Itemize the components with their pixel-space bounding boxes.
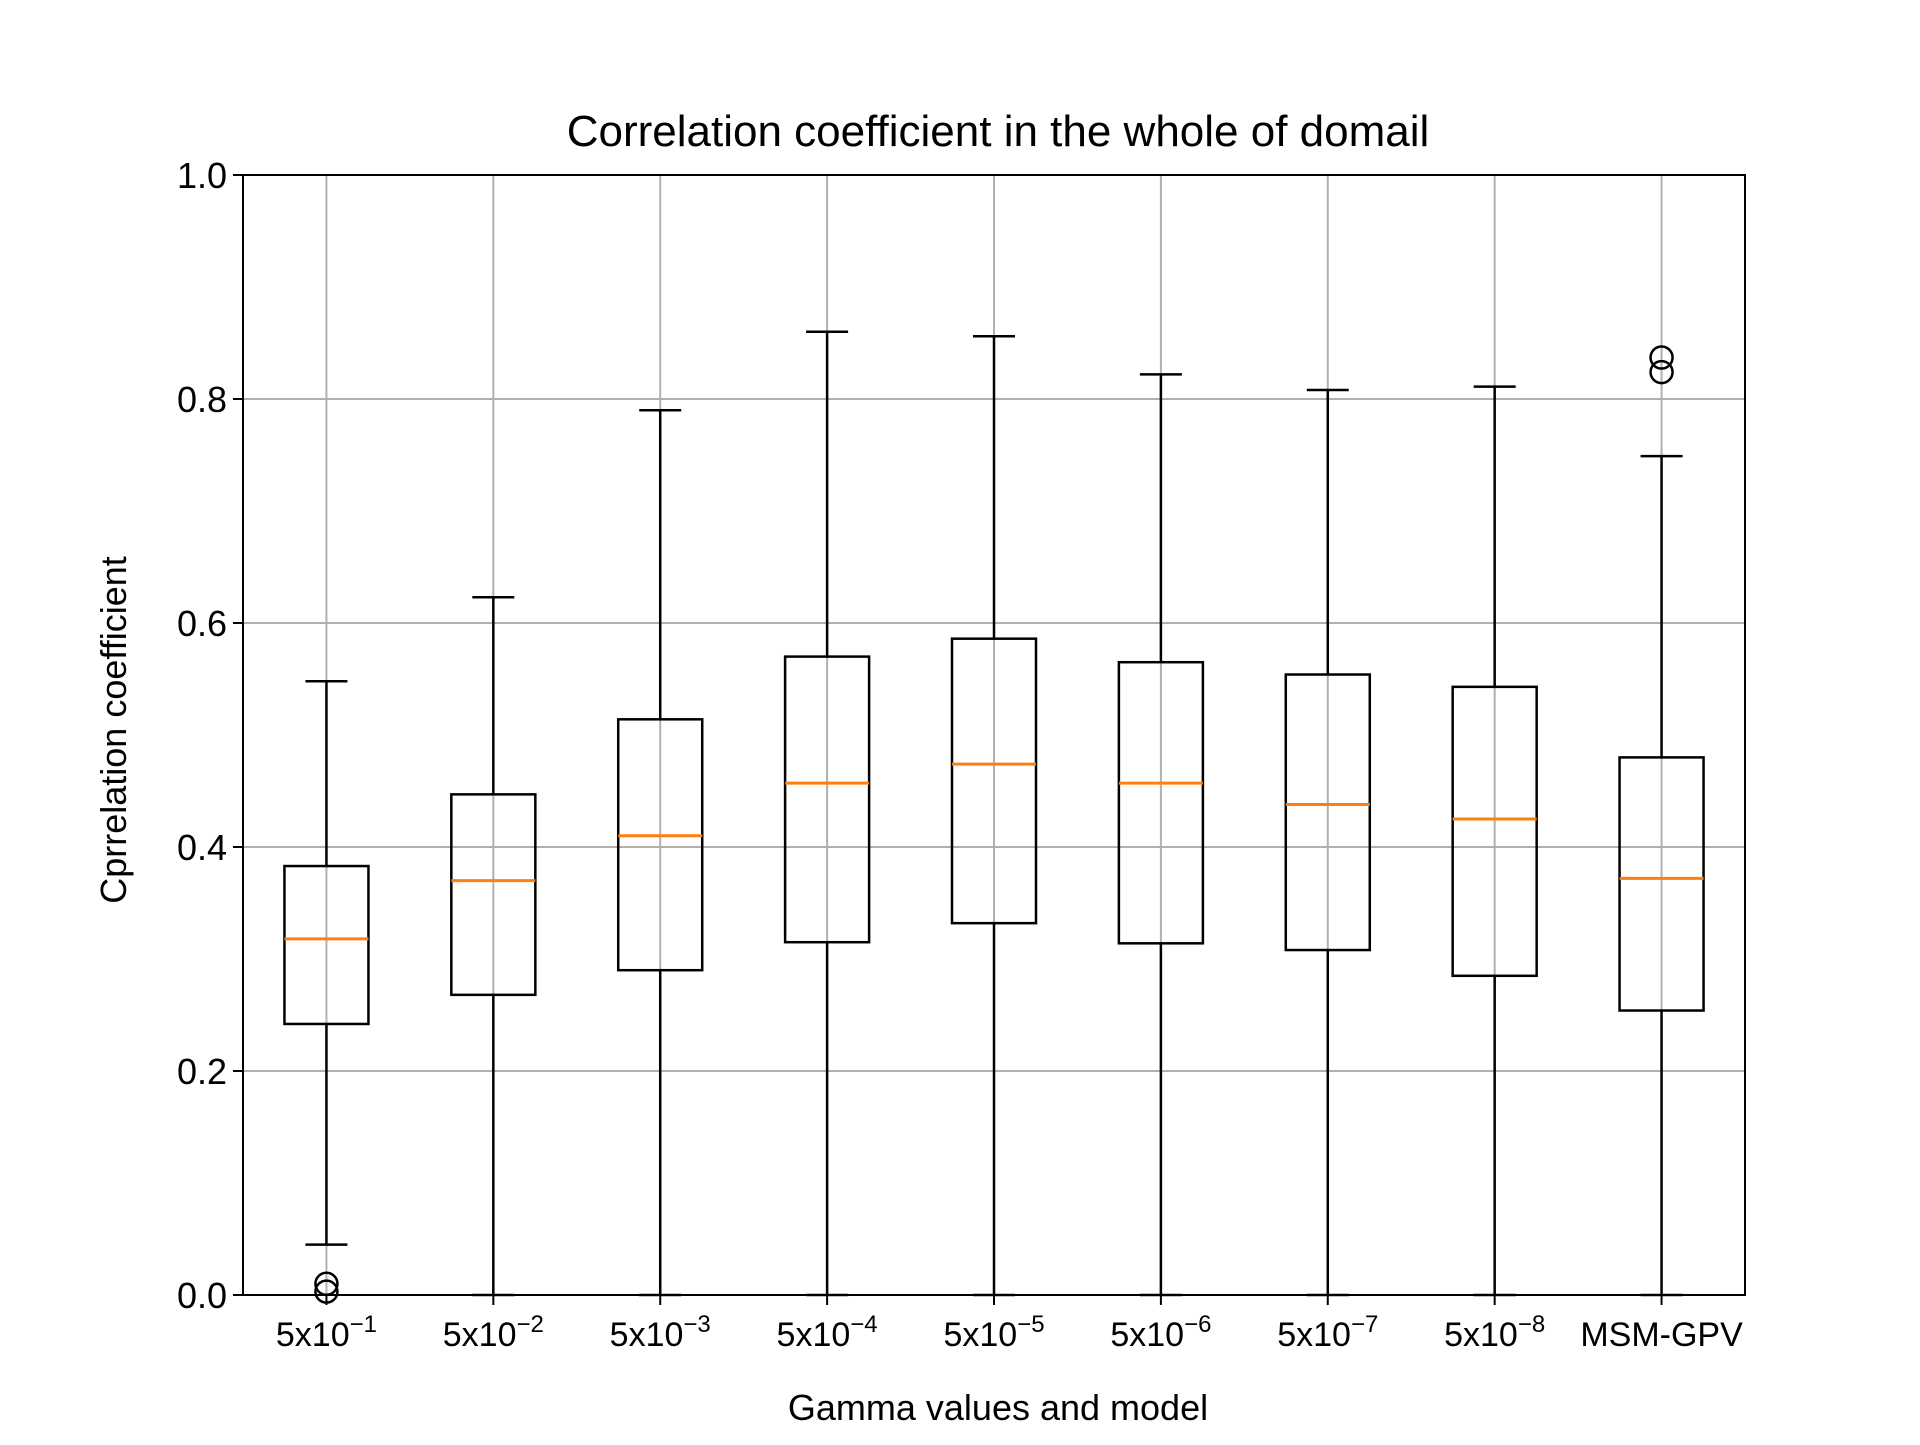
box-group: [950, 335, 1038, 1297]
iqr-box: [1451, 685, 1538, 978]
x-tick-label-base: 5x10: [610, 1316, 684, 1354]
box-series: [283, 330, 1705, 1304]
x-tick-label-exponent: −2: [517, 1311, 544, 1338]
outlier-point: [1649, 345, 1674, 370]
box-group: [1284, 388, 1372, 1297]
x-tick-label-base: 5x10: [1444, 1316, 1518, 1354]
iqr-box: [1117, 660, 1205, 945]
x-tick-label-exponent: −4: [850, 1311, 877, 1338]
x-tick-label-base: 5x10: [443, 1316, 517, 1354]
x-axis-label: Gamma values and model: [788, 1387, 1208, 1428]
x-tick-label: 5x10−6: [1110, 1311, 1211, 1354]
x-tick-label-exponent: −8: [1518, 1311, 1545, 1338]
x-tick-label-exponent: −1: [350, 1311, 377, 1338]
x-tick-label: MSM-GPV: [1580, 1316, 1743, 1354]
x-tick-label-base: MSM-GPV: [1580, 1316, 1743, 1354]
iqr-box: [783, 655, 871, 944]
y-tick-label: 1.0: [177, 155, 227, 196]
box-group: [1618, 345, 1705, 1297]
y-tick-label: 0.0: [177, 1275, 227, 1316]
y-tick-label: 0.2: [177, 1051, 227, 1092]
y-tick-label: 0.6: [177, 603, 227, 644]
x-tick-label-exponent: −5: [1017, 1311, 1044, 1338]
x-tick-label: 5x10−2: [443, 1311, 544, 1354]
y-axis-label: Cprrelation coefficient: [93, 556, 134, 904]
y-tick-label: 0.4: [177, 827, 227, 868]
box-group: [283, 679, 370, 1304]
x-tick-label: 5x10−4: [777, 1311, 878, 1354]
iqr-box: [616, 718, 704, 972]
iqr-box: [1618, 756, 1705, 1012]
x-tick-label: 5x10−5: [943, 1311, 1044, 1354]
x-tick-label: 5x10−1: [276, 1311, 377, 1354]
x-tick-label-base: 5x10: [943, 1316, 1017, 1354]
x-tick-label: 5x10−7: [1277, 1311, 1378, 1354]
x-tick-label-base: 5x10: [1110, 1316, 1184, 1354]
x-tick-label-exponent: −7: [1351, 1311, 1378, 1338]
iqr-box: [1284, 673, 1372, 952]
x-tick-label: 5x10−8: [1444, 1311, 1545, 1354]
iqr-box: [950, 637, 1038, 925]
x-tick-label-base: 5x10: [777, 1316, 851, 1354]
y-tick-label: 0.8: [177, 379, 227, 420]
box-group: [616, 408, 704, 1297]
x-tick-label: 5x10−3: [610, 1311, 711, 1354]
iqr-box: [450, 793, 537, 997]
chart-title: Correlation coefficient in the whole of …: [567, 107, 1430, 156]
x-tick-label-base: 5x10: [1277, 1316, 1351, 1354]
box-group: [1117, 373, 1205, 1297]
outlier-point: [1649, 359, 1674, 385]
x-tick-label-exponent: −3: [683, 1311, 710, 1338]
iqr-box: [283, 864, 370, 1026]
x-tick-label-exponent: −6: [1184, 1311, 1211, 1338]
x-tick-label-base: 5x10: [276, 1316, 350, 1354]
